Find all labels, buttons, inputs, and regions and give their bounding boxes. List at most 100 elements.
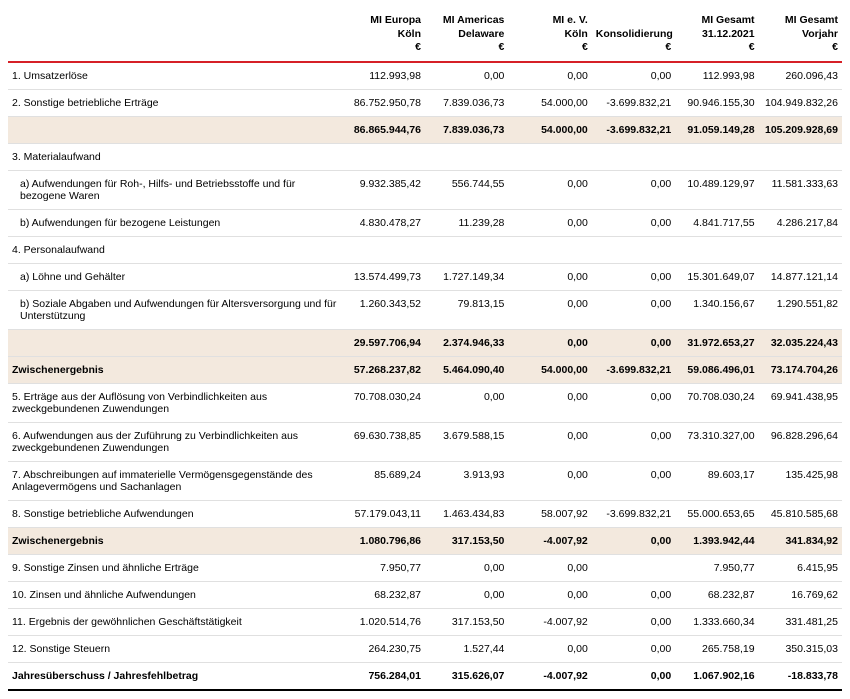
cell-value: 11.581.333,63 [759, 170, 842, 209]
cell-value: 0,00 [592, 62, 675, 90]
cell-value: 57.268.237,82 [342, 356, 425, 383]
cell-value [675, 143, 758, 170]
cell-value: 2.374.946,33 [425, 329, 508, 356]
cell-value: 0,00 [508, 635, 591, 662]
cell-value [342, 236, 425, 263]
cell-value: 350.315,03 [759, 635, 842, 662]
cell-value: 1.260.343,52 [342, 290, 425, 329]
cell-value: 0,00 [508, 209, 591, 236]
row-label: Zwischenergebnis [8, 356, 342, 383]
col-header: MI e. V. Köln € [508, 8, 591, 59]
table-row: 3. Materialaufwand [8, 143, 842, 170]
cell-value: 1.290.551,82 [759, 290, 842, 329]
cell-value: 3.913,93 [425, 461, 508, 500]
row-label: Jahresüberschuss / Jahresfehlbetrag [8, 662, 342, 690]
cell-value: 70.708.030,24 [675, 383, 758, 422]
cell-value: 317.153,50 [425, 608, 508, 635]
cell-value: 9.932.385,42 [342, 170, 425, 209]
row-label: b) Aufwendungen für bezogene Leistungen [8, 209, 342, 236]
cell-value: 7.839.036,73 [425, 116, 508, 143]
cell-value: 0,00 [508, 383, 591, 422]
row-label: 2. Sonstige betriebliche Erträge [8, 89, 342, 116]
col-header: Konsolidierung € [592, 8, 675, 59]
cell-value: 317.153,50 [425, 527, 508, 554]
cell-value: 0,00 [592, 263, 675, 290]
cell-value: 14.877.121,14 [759, 263, 842, 290]
cell-value: 55.000.653,65 [675, 500, 758, 527]
cell-value: 1.020.514,76 [342, 608, 425, 635]
row-label: 12. Sonstige Steuern [8, 635, 342, 662]
cell-value: 1.527,44 [425, 635, 508, 662]
row-label: 7. Abschreibungen auf immaterielle Vermö… [8, 461, 342, 500]
table-row: 12. Sonstige Steuern264.230,751.527,440,… [8, 635, 842, 662]
table-row: 86.865.944,767.839.036,7354.000,00-3.699… [8, 116, 842, 143]
cell-value: 5.464.090,40 [425, 356, 508, 383]
row-label: 1. Umsatzerlöse [8, 62, 342, 90]
cell-value [508, 143, 591, 170]
table-row: 6. Aufwendungen aus der Zuführung zu Ver… [8, 422, 842, 461]
cell-value: -3.699.832,21 [592, 500, 675, 527]
cell-value [425, 236, 508, 263]
cell-value: 73.174.704,26 [759, 356, 842, 383]
cell-value: 1.340.156,67 [675, 290, 758, 329]
cell-value: 69.941.438,95 [759, 383, 842, 422]
cell-value: 54.000,00 [508, 89, 591, 116]
table-row: 7. Abschreibungen auf immaterielle Vermö… [8, 461, 842, 500]
row-label: 6. Aufwendungen aus der Zuführung zu Ver… [8, 422, 342, 461]
cell-value: 29.597.706,94 [342, 329, 425, 356]
cell-value: 0,00 [592, 329, 675, 356]
table-row: 8. Sonstige betriebliche Aufwendungen57.… [8, 500, 842, 527]
cell-value: 341.834,92 [759, 527, 842, 554]
cell-value: 91.059.149,28 [675, 116, 758, 143]
cell-value: 0,00 [508, 329, 591, 356]
col-header: MI Gesamt Vorjahr € [759, 8, 842, 59]
cell-value: 15.301.649,07 [675, 263, 758, 290]
table-row: Zwischenergebnis57.268.237,825.464.090,4… [8, 356, 842, 383]
col-header: MI Gesamt 31.12.2021 € [675, 8, 758, 59]
table-row: 29.597.706,942.374.946,330,000,0031.972.… [8, 329, 842, 356]
cell-value: 85.689,24 [342, 461, 425, 500]
cell-value [508, 236, 591, 263]
cell-value: 112.993,98 [342, 62, 425, 90]
cell-value: 54.000,00 [508, 356, 591, 383]
table-row: 5. Erträge aus der Auflösung von Verbind… [8, 383, 842, 422]
cell-value: 0,00 [592, 461, 675, 500]
cell-value: -4.007,92 [508, 662, 591, 690]
row-label: 3. Materialaufwand [8, 143, 342, 170]
cell-value: 135.425,98 [759, 461, 842, 500]
row-label: 9. Sonstige Zinsen und ähnliche Erträge [8, 554, 342, 581]
cell-value: 68.232,87 [675, 581, 758, 608]
cell-value: 0,00 [592, 383, 675, 422]
cell-value: -3.699.832,21 [592, 116, 675, 143]
cell-value: 70.708.030,24 [342, 383, 425, 422]
row-label: 10. Zinsen und ähnliche Aufwendungen [8, 581, 342, 608]
cell-value: 0,00 [508, 581, 591, 608]
row-label: 5. Erträge aus der Auflösung von Verbind… [8, 383, 342, 422]
cell-value: 1.463.434,83 [425, 500, 508, 527]
cell-value: 265.758,19 [675, 635, 758, 662]
cell-value: 1.067.902,16 [675, 662, 758, 690]
cell-value: 4.286.217,84 [759, 209, 842, 236]
table-body: 1. Umsatzerlöse112.993,980,000,000,00112… [8, 59, 842, 690]
cell-value: 112.993,98 [675, 62, 758, 90]
row-label: 8. Sonstige betriebliche Aufwendungen [8, 500, 342, 527]
cell-value: 0,00 [592, 527, 675, 554]
table-row: a) Aufwendungen für Roh-, Hilfs- und Bet… [8, 170, 842, 209]
table-row: 11. Ergebnis der gewöhnlichen Geschäftst… [8, 608, 842, 635]
cell-value [675, 236, 758, 263]
cell-value [592, 554, 675, 581]
cell-value: 79.813,15 [425, 290, 508, 329]
financial-table: MI Europa Köln € MI Americas Delaware € … [8, 8, 842, 691]
cell-value [592, 143, 675, 170]
cell-value: 1.727.149,34 [425, 263, 508, 290]
cell-value: 0,00 [592, 662, 675, 690]
cell-value: 4.830.478,27 [342, 209, 425, 236]
cell-value: 58.007,92 [508, 500, 591, 527]
cell-value [759, 236, 842, 263]
cell-value: 10.489.129,97 [675, 170, 758, 209]
row-label [8, 116, 342, 143]
table-row: a) Löhne und Gehälter13.574.499,731.727.… [8, 263, 842, 290]
cell-value: 16.769,62 [759, 581, 842, 608]
cell-value [592, 236, 675, 263]
cell-value: 13.574.499,73 [342, 263, 425, 290]
